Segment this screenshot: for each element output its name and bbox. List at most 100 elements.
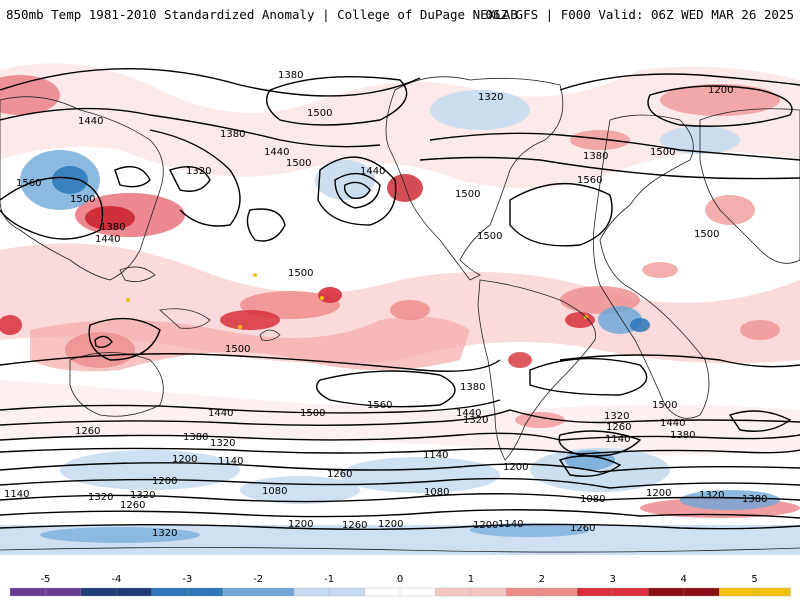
colorbar-tick-label: 4 xyxy=(680,574,686,585)
contour-label: 1500 xyxy=(650,147,675,158)
colorbar-swatch xyxy=(187,587,224,597)
colorbar-swatch xyxy=(116,587,153,597)
height-contours xyxy=(0,68,800,530)
map-area: 1380 1440 1500 1200 1320 1440 1560 1500 … xyxy=(0,30,800,560)
contour-label: 1320 xyxy=(210,438,235,449)
contour-label: 1560 xyxy=(16,178,41,189)
contour-label: 1200 xyxy=(646,488,671,499)
contour-label: 1320 xyxy=(604,411,629,422)
contour-label: 1440 xyxy=(95,234,120,245)
contour-label: 1080 xyxy=(580,494,605,505)
colorbar-swatch xyxy=(470,587,508,597)
colorbar-swatch xyxy=(399,587,437,597)
map-title: 850mb Temp 1981-2010 Standardized Anomal… xyxy=(6,7,518,22)
contour-label: 1440 xyxy=(264,147,289,158)
contour-label: 1260 xyxy=(342,520,367,531)
colorbar-swatch xyxy=(754,587,791,597)
contour-label: 1440 xyxy=(456,408,481,419)
colorbar-tick-label: 1 xyxy=(468,574,474,585)
contour-label: 1260 xyxy=(606,422,631,433)
colorbar-swatch xyxy=(293,587,330,597)
contour-label: 1380 xyxy=(460,382,485,393)
contour-label: 1200 xyxy=(473,520,498,531)
contour-label: 1140 xyxy=(218,456,243,467)
colorbar-tick-label: -5 xyxy=(40,574,50,585)
colorbar-tick-label: 2 xyxy=(539,574,545,585)
coastlines xyxy=(0,76,800,553)
colorbar-swatch xyxy=(577,587,614,597)
colorbar-tick-label: -3 xyxy=(182,574,192,585)
color-legend-svg: -5 -4 -3 -2 -1 0 1 2 3 4 5 xyxy=(9,574,791,597)
contour-label: 1320 xyxy=(88,492,113,503)
contour-label: 1380 xyxy=(742,494,767,505)
contour-label: 1320 xyxy=(186,166,211,177)
contour-label: 1200 xyxy=(172,454,197,465)
colorbar-swatch xyxy=(541,587,578,597)
contour-label: 1320 xyxy=(478,92,503,103)
contour-label: 1140 xyxy=(498,519,523,530)
contour-label: 1200 xyxy=(152,476,177,487)
contour-label: 1200 xyxy=(378,519,403,530)
colorbar-swatch xyxy=(9,587,47,597)
contour-label: 1260 xyxy=(570,523,595,534)
contour-label: 1500 xyxy=(286,158,311,169)
contour-label: 1260 xyxy=(120,500,145,511)
contour-label: 1320 xyxy=(463,415,488,426)
contour-label: 1080 xyxy=(262,486,287,497)
colorbar-swatch xyxy=(718,587,756,597)
contour-label: 1080 xyxy=(424,487,449,498)
colorbar-swatch xyxy=(506,587,543,597)
colorbar-swatch xyxy=(258,587,295,597)
colorbar-swatch xyxy=(683,587,720,597)
color-legend: -5 -4 -3 -2 -1 0 1 2 3 4 5 xyxy=(0,560,800,600)
contour-label: 1320 xyxy=(699,490,724,501)
colorbar-tick-label: 3 xyxy=(610,574,616,585)
contour-label: 1440 xyxy=(78,116,103,127)
contour-label: 1500 xyxy=(455,189,480,200)
colorbar-swatch xyxy=(612,587,649,597)
contour-labels: 1380 1440 1500 1200 1320 1440 1560 1500 … xyxy=(4,70,767,539)
colorbar-tick-label: -2 xyxy=(253,574,263,585)
contour-label: 1500 xyxy=(70,194,95,205)
contour-label: 1260 xyxy=(327,469,352,480)
colorbar-swatch xyxy=(45,587,82,597)
colorbar-tick-label: -1 xyxy=(324,574,334,585)
colorbar-swatch xyxy=(364,587,401,597)
contour-label: 1320 xyxy=(130,490,155,501)
colorbar-tick-label: 0 xyxy=(397,574,403,585)
contour-label: 1380 xyxy=(670,430,695,441)
contour-label: 1260 xyxy=(75,426,100,437)
contour-label: 1500 xyxy=(694,229,719,240)
colorbar-swatch xyxy=(328,587,366,597)
colorbar-swatch xyxy=(151,587,188,597)
colorbar-swatch xyxy=(435,587,472,597)
header: 850mb Temp 1981-2010 Standardized Anomal… xyxy=(0,0,800,30)
colorbar-tick-label: 5 xyxy=(751,574,757,585)
contour-label: 1200 xyxy=(708,85,733,96)
contour-label: 1320 xyxy=(152,528,177,539)
colorbar-swatch xyxy=(222,587,259,597)
contour-label: 1380 xyxy=(220,129,245,140)
model-run-info: 06Z GFS | F000 Valid: 06Z WED MAR 26 202… xyxy=(485,7,794,22)
contour-label: 1500 xyxy=(307,108,332,119)
contour-label: 1500 xyxy=(652,400,677,411)
contour-label: 1380 xyxy=(278,70,303,81)
contour-label: 1500 xyxy=(225,344,250,355)
anomaly-shading xyxy=(0,63,800,555)
contour-label: 1380 xyxy=(183,432,208,443)
contour-label: 1140 xyxy=(605,434,630,445)
contour-label: 1140 xyxy=(4,489,29,500)
contour-label: 1140 xyxy=(423,450,448,461)
colorbar-swatch xyxy=(648,587,685,597)
contour-label: 1440 xyxy=(360,166,385,177)
colorbar-tick-label: -4 xyxy=(111,574,121,585)
contour-label: 1500 xyxy=(477,231,502,242)
colorbar-swatch xyxy=(80,587,118,597)
contour-label: 1380 xyxy=(583,151,608,162)
contour-label: 1200 xyxy=(503,462,528,473)
contour-label: 1440 xyxy=(660,418,685,429)
contour-label: 1500 xyxy=(288,268,313,279)
map-svg: 1380 1440 1500 1200 1320 1440 1560 1500 … xyxy=(0,63,800,555)
contour-label: 1380 xyxy=(100,222,125,233)
contour-label: 1500 xyxy=(300,408,325,419)
